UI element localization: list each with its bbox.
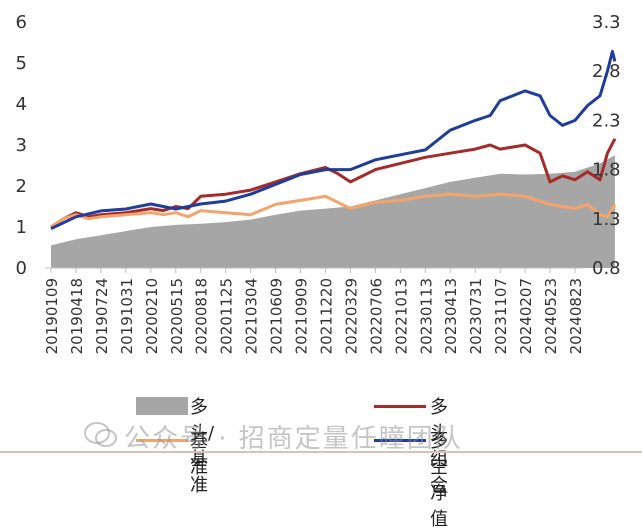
y-left-tick-label: 1 — [16, 217, 27, 238]
y-left-tick-label: 4 — [16, 94, 27, 115]
x-tick-label: 20240523 — [542, 278, 560, 354]
y-left-tick-label: 0 — [16, 258, 27, 279]
x-tick-label: 20201125 — [218, 278, 236, 354]
legend-swatch-portfolio — [374, 405, 426, 408]
x-tick-label: 20240207 — [517, 278, 535, 354]
y-right-tick-label: 2.8 — [592, 61, 621, 82]
x-tick-label: 20210909 — [293, 278, 311, 354]
series-line-3 — [50, 50, 617, 230]
y-right-tick-label: 1.3 — [592, 209, 621, 230]
x-tick-label: 20190109 — [43, 278, 61, 354]
x-tick-label: 20210304 — [243, 278, 261, 354]
x-tick-label: 20200515 — [168, 278, 186, 354]
series-area-0 — [51, 155, 615, 268]
x-tick-label: 20240823 — [567, 278, 585, 354]
wechat-icon — [84, 422, 117, 447]
series-line-1 — [50, 138, 617, 229]
legend-swatch-longshort — [374, 439, 426, 442]
legend-swatch-benchmark — [136, 439, 188, 442]
y-right-tick-label: 1.8 — [592, 160, 621, 181]
x-tick-label: 20220329 — [342, 278, 360, 354]
x-tick-label: 20210609 — [268, 278, 286, 354]
x-tick-label: 20190724 — [93, 278, 111, 354]
x-tick-label: 20231107 — [492, 278, 510, 354]
x-tick-label: 20221013 — [392, 278, 410, 354]
bottom-rule — [0, 451, 642, 453]
x-tick-label: 20230113 — [417, 278, 435, 354]
chart-svg: 0 1 2 3 4 5 6 0.8 1.3 1.8 2.3 2.8 3.3 20190109 2019041… — [16, 12, 621, 354]
series-line-2 — [50, 192, 617, 229]
x-tick-label: 20211220 — [317, 278, 335, 354]
x-tick-label: 20190418 — [68, 278, 86, 354]
x-tick-label: 20191031 — [118, 278, 136, 354]
legend-swatch-area — [136, 397, 188, 415]
x-tick-label: 20200210 — [143, 278, 161, 354]
y-left-tick-label: 3 — [16, 135, 27, 156]
y-left-tick-label: 6 — [16, 12, 27, 33]
y-left-tick-label: 2 — [16, 176, 27, 197]
watermark-text: 公众号 · 招商定量任瞳团队 — [124, 424, 463, 454]
y-right-tick-label: 2.3 — [592, 110, 621, 131]
y-left-tick-label: 5 — [16, 53, 27, 74]
x-tick-label: 20200818 — [193, 278, 211, 354]
x-tick-label: 20230731 — [467, 278, 485, 354]
x-tick-label: 20230413 — [442, 278, 460, 354]
y-right-tick-label: 3.3 — [592, 12, 621, 33]
y-right-tick-label: 0.8 — [592, 258, 621, 279]
chart-figure: 0 1 2 3 4 5 6 0.8 1.3 1.8 2.3 2.8 3.3 20190109 2019041… — [0, 12, 642, 530]
x-tick-label: 20220706 — [367, 278, 385, 354]
